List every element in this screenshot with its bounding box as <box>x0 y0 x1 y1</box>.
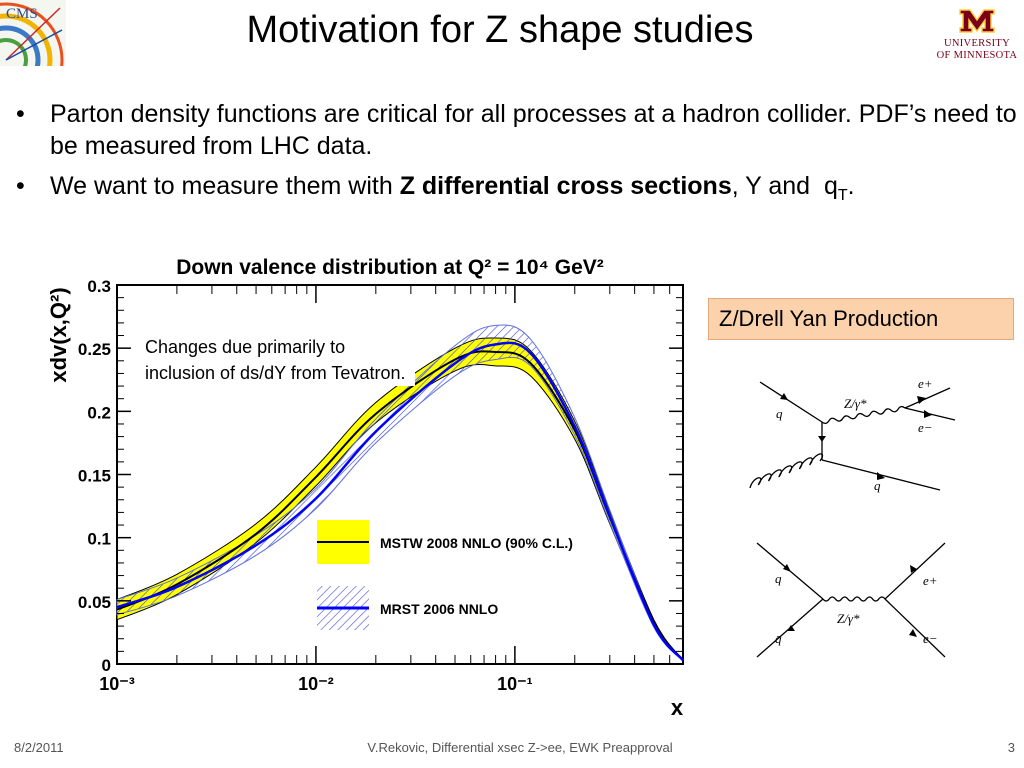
cms-logo: CMS <box>0 0 66 66</box>
x-tick-label: 10⁻² <box>298 674 334 694</box>
y-tick-label: 0.2 <box>87 403 111 422</box>
feyn-label: q <box>776 406 783 421</box>
feyn-label: Z/γ* <box>837 611 860 626</box>
cms-logo-text: CMS <box>6 6 38 22</box>
feyn-label: e+ <box>918 376 933 391</box>
y-tick-label: 0.25 <box>78 340 111 359</box>
umn-m-icon <box>959 9 995 33</box>
bullet-list: • Parton density functions are critical … <box>8 98 1024 220</box>
y-tick-label: 0.3 <box>87 277 111 296</box>
y-tick-label: 0 <box>102 656 111 675</box>
slide-title: Motivation for Z shape studies <box>246 9 754 51</box>
process-label: Z/Drell Yan Production <box>708 298 1014 340</box>
footer-title: V.Rekovic, Differential xsec Z->ee, EWK … <box>367 740 673 755</box>
series-line-mrst <box>116 341 684 662</box>
y-tick-label: 0.1 <box>87 530 111 549</box>
feyn-label: e− <box>923 631 938 646</box>
y-tick-label: 0.05 <box>78 593 111 612</box>
bullet-text-sub: T <box>837 187 848 204</box>
chart-title: Down valence distribution at Q² = 10⁴ Ge… <box>176 256 604 279</box>
chart-legend: MSTW 2008 NNLO (90% C.L.) MRST 2006 NNLO <box>317 520 573 630</box>
umn-logo-line2: OF MINNESOTA <box>936 50 1018 61</box>
bullet-text-post: , Y and q <box>731 172 838 200</box>
chart-annotation: Changes due primarily to inclusion of ds… <box>145 334 415 386</box>
x-tick-label: 10⁻¹ <box>497 674 533 694</box>
feyn-label: q <box>874 478 881 493</box>
x-tick-label: 10⁻³ <box>99 674 135 694</box>
feyn-label: e− <box>918 420 933 435</box>
bullet-text: Parton density functions are critical fo… <box>50 100 1017 160</box>
feyn-label: e+ <box>923 573 938 588</box>
bullet-text-pre: We want to measure them with <box>50 172 400 200</box>
chart-y-axis-label: xdv(x,Q²) <box>46 287 71 382</box>
bullet-item: • Parton density functions are critical … <box>16 100 1017 160</box>
feyn-label: Z/γ* <box>844 396 867 411</box>
chart-x-axis-label: x <box>671 695 684 720</box>
bullet-text-bold: Z differential cross sections <box>399 172 732 200</box>
legend-label-mrst: MRST 2006 NNLO <box>380 601 498 617</box>
feynman-diagram-qg: q Z/γ* e+ e− q <box>749 376 956 493</box>
y-tick-label: 0.15 <box>78 467 111 486</box>
feynman-diagram-qqbar: q q̄ Z/γ* e+ e− <box>756 542 946 658</box>
pdf-chart: Down valence distribution at Q² = 10⁴ Ge… <box>46 256 684 720</box>
footer-page-number: 3 <box>1007 740 1015 755</box>
footer-date: 8/2/2011 <box>14 740 64 755</box>
feyn-label: q <box>775 571 782 586</box>
umn-logo: UNIVERSITY OF MINNESOTA <box>930 6 1024 68</box>
bullet-item: • We want to measure them with Z differe… <box>16 172 855 204</box>
legend-label-mstw: MSTW 2008 NNLO (90% C.L.) <box>380 535 573 551</box>
feyn-label: q̄ <box>775 631 782 646</box>
umn-logo-line1: UNIVERSITY <box>944 38 1010 49</box>
bullet-text-tail: . <box>847 172 855 200</box>
